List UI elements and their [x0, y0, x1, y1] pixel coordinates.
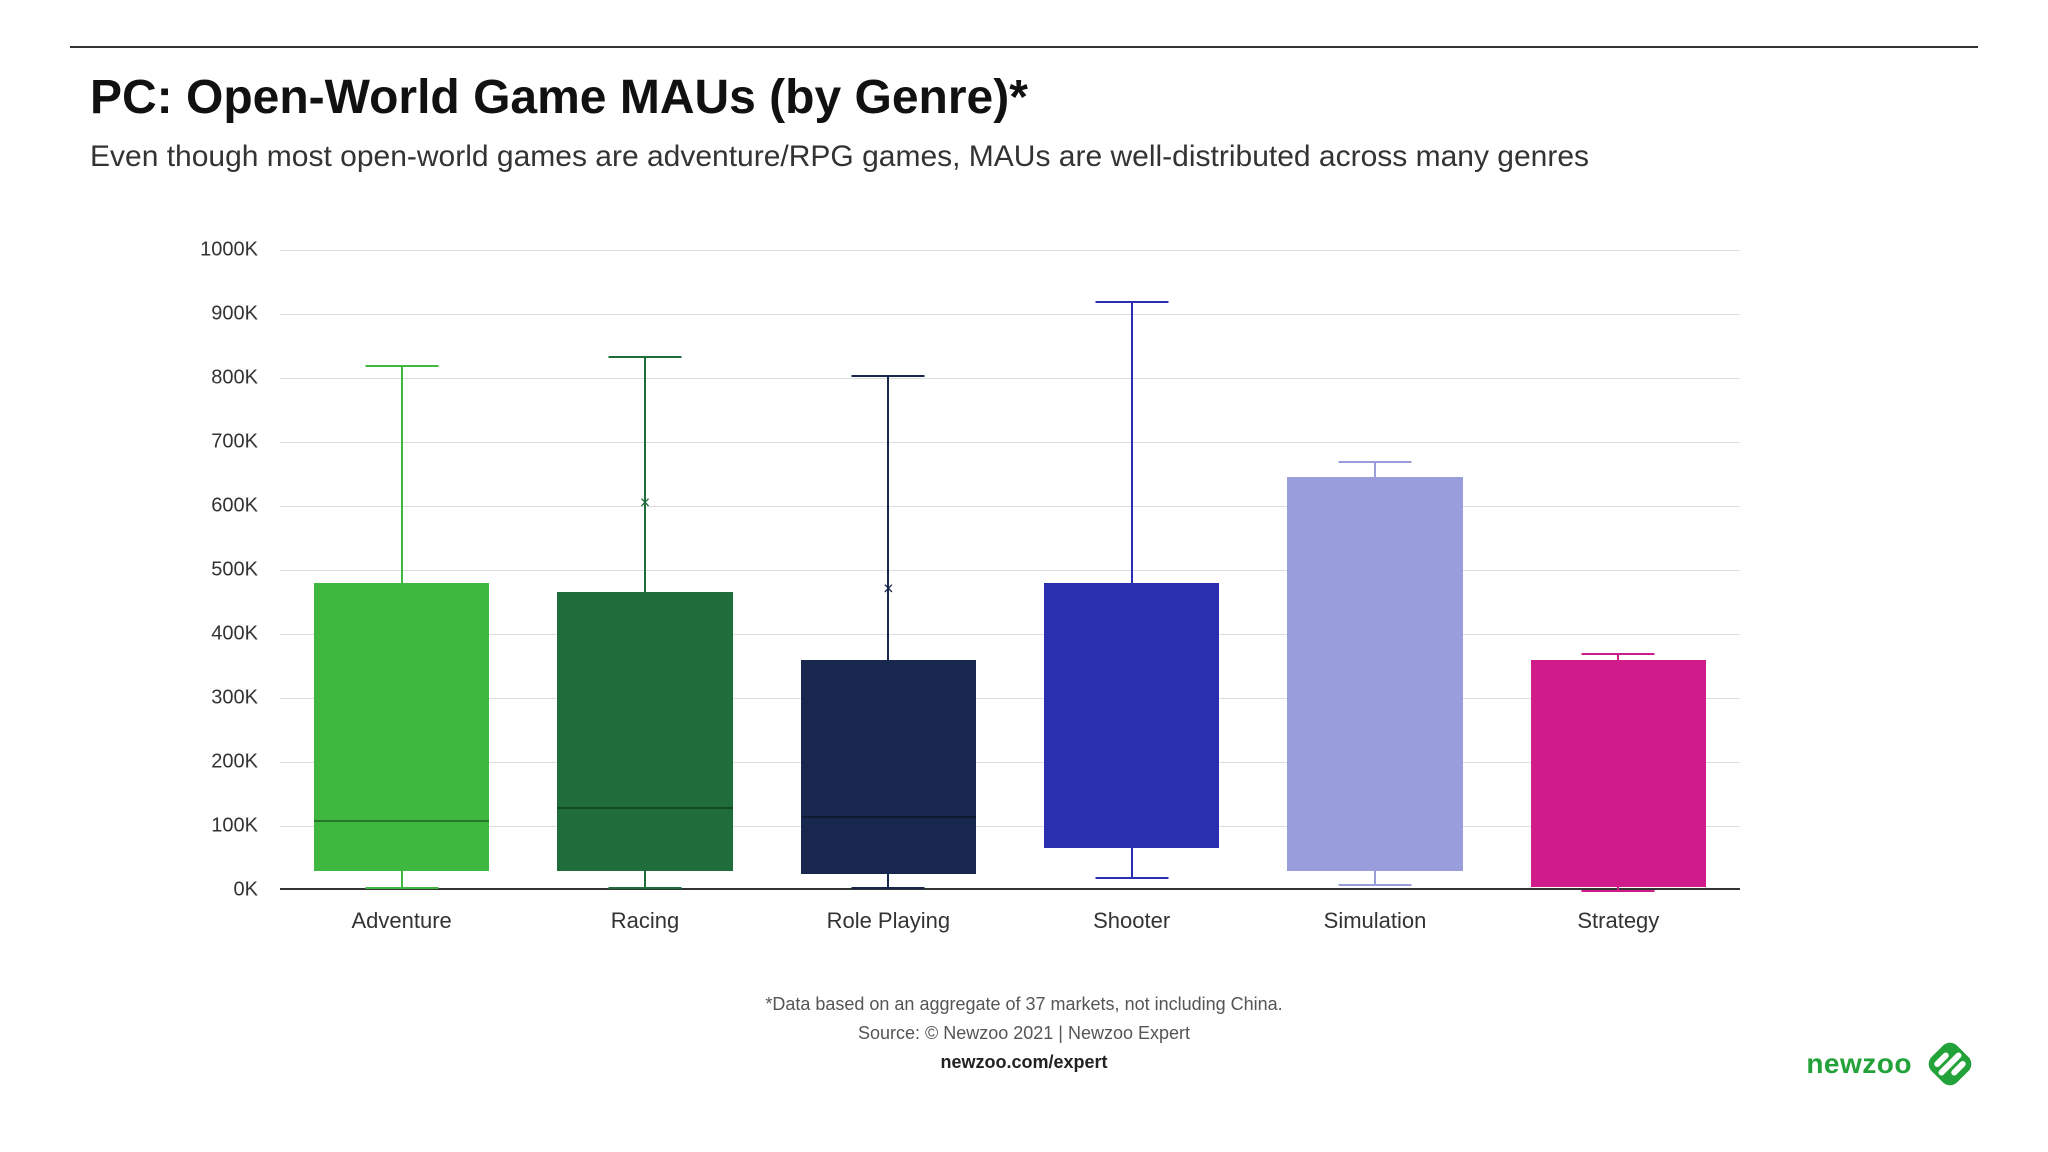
- gridline: [280, 250, 1740, 251]
- whisker-cap-upper: [1582, 653, 1655, 655]
- footnote-source: Source: © Newzoo 2021 | Newzoo Expert: [0, 1019, 2048, 1048]
- logo-icon: [1922, 1036, 1978, 1092]
- gridline: [280, 442, 1740, 443]
- gridline: [280, 762, 1740, 763]
- y-tick-label: 500K: [211, 559, 258, 582]
- whisker-cap-lower: [365, 887, 438, 889]
- median-line: [314, 820, 489, 822]
- box: [801, 660, 976, 874]
- page-subtitle: Even though most open-world games are ad…: [90, 140, 1589, 174]
- median-line: [557, 807, 732, 809]
- x-tick-label: Strategy: [1577, 908, 1659, 934]
- gridline: [280, 570, 1740, 571]
- x-tick-label: Adventure: [352, 908, 452, 934]
- y-tick-label: 200K: [211, 751, 258, 774]
- whisker-cap-upper: [609, 356, 682, 358]
- y-tick-label: 700K: [211, 431, 258, 454]
- box: [1531, 660, 1706, 887]
- whisker-upper: [887, 375, 889, 660]
- box: [557, 592, 732, 870]
- whisker-cap-upper: [1339, 461, 1412, 463]
- outlier-marker: ×: [640, 492, 651, 513]
- whisker-cap-upper: [1095, 301, 1168, 303]
- y-tick-label: 900K: [211, 303, 258, 326]
- box: [1287, 477, 1462, 871]
- y-tick-label: 100K: [211, 815, 258, 838]
- footnote-link: newzoo.com/expert: [0, 1048, 2048, 1077]
- gridline: [280, 634, 1740, 635]
- whisker-cap-lower: [1339, 884, 1412, 886]
- whisker-cap-upper: [852, 375, 925, 377]
- whisker-lower: [1131, 848, 1133, 877]
- whisker-lower: [401, 871, 403, 887]
- top-rule: [70, 46, 1978, 48]
- outlier-marker: ×: [883, 579, 894, 600]
- whisker-upper: [1131, 301, 1133, 583]
- gridline: [280, 698, 1740, 699]
- y-tick-label: 300K: [211, 687, 258, 710]
- gridline: [280, 826, 1740, 827]
- page-title: PC: Open-World Game MAUs (by Genre)*: [90, 70, 1028, 125]
- footnote-data: *Data based on an aggregate of 37 market…: [0, 990, 2048, 1019]
- whisker-lower: [1374, 871, 1376, 884]
- whisker-cap-upper: [365, 365, 438, 367]
- x-tick-label: Racing: [611, 908, 679, 934]
- x-tick-label: Role Playing: [827, 908, 951, 934]
- y-tick-label: 800K: [211, 367, 258, 390]
- gridline: [280, 506, 1740, 507]
- footnotes: *Data based on an aggregate of 37 market…: [0, 990, 2048, 1076]
- whisker-cap-lower: [1095, 877, 1168, 879]
- y-axis: 0K100K200K300K400K500K600K700K800K900K10…: [180, 250, 270, 890]
- whisker-cap-lower: [1582, 890, 1655, 892]
- y-tick-label: 400K: [211, 623, 258, 646]
- boxplot-chart: 0K100K200K300K400K500K600K700K800K900K10…: [180, 250, 1740, 930]
- whisker-lower: [644, 871, 646, 887]
- whisker-lower: [887, 874, 889, 887]
- x-tick-label: Shooter: [1093, 908, 1170, 934]
- y-tick-label: 600K: [211, 495, 258, 518]
- box: [1044, 583, 1219, 849]
- plot-area: ××: [280, 250, 1740, 890]
- whisker-upper: [1374, 461, 1376, 477]
- whisker-upper: [401, 365, 403, 583]
- box: [314, 583, 489, 871]
- x-tick-label: Simulation: [1324, 908, 1427, 934]
- whisker-cap-lower: [852, 887, 925, 889]
- gridline: [280, 378, 1740, 379]
- logo-text: newzoo: [1806, 1048, 1912, 1080]
- newzoo-logo: newzoo: [1806, 1036, 1978, 1092]
- whisker-upper: [644, 356, 646, 593]
- slide: PC: Open-World Game MAUs (by Genre)* Eve…: [0, 0, 2048, 1152]
- median-line: [801, 816, 976, 818]
- gridline: [280, 314, 1740, 315]
- y-tick-label: 1000K: [200, 239, 258, 262]
- y-tick-label: 0K: [234, 879, 258, 902]
- x-axis: Adventure Racing Role Playing Shooter Simula…: [280, 900, 1740, 940]
- whisker-cap-lower: [609, 887, 682, 889]
